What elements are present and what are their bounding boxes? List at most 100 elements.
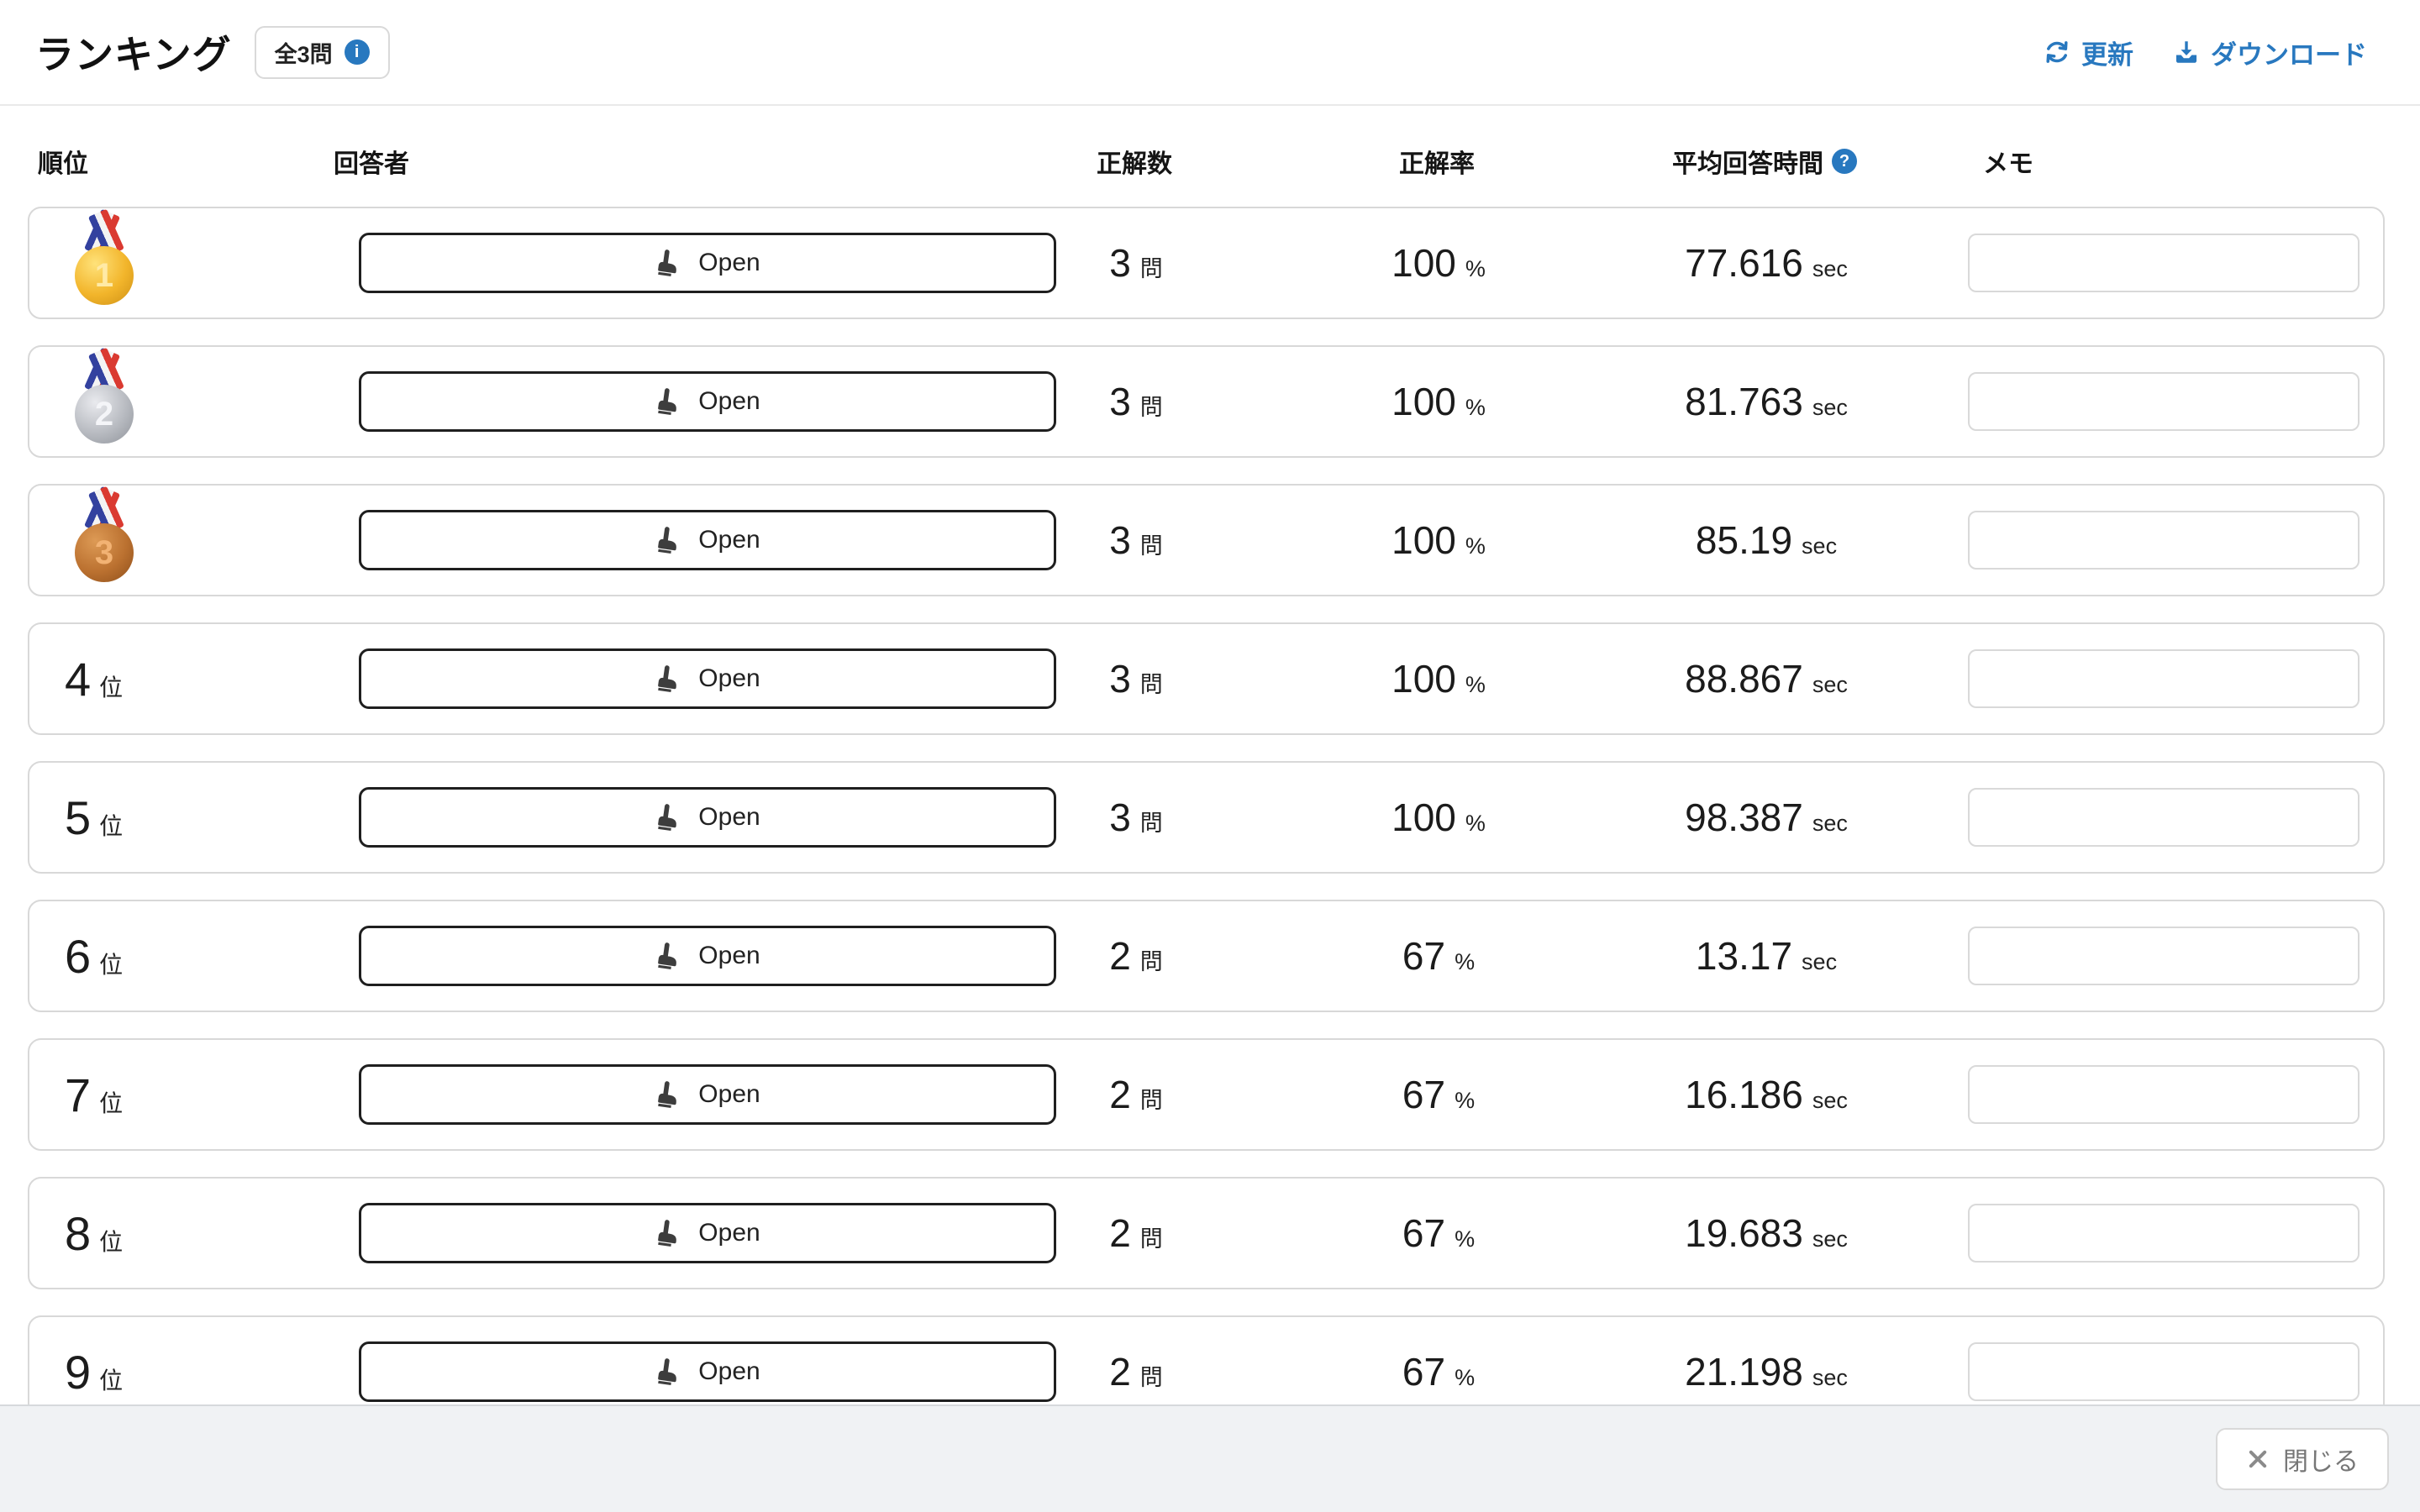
open-answer-button[interactable]: Open [359,1203,1056,1263]
close-label: 閉じる [2283,1448,2359,1476]
avg-time-cell: 13.17 sec [1696,933,1837,979]
avg-time-cell: 88.867 sec [1685,656,1848,701]
rank-suffix: 位 [99,813,124,839]
avg-time-cell: 81.763 sec [1685,379,1848,424]
memo-input[interactable] [1968,372,2360,431]
correct-count-cell: 3 問 [1109,656,1163,701]
memo-cell [1871,1040,2383,1149]
correct-count-value: 3 [1109,380,1131,423]
open-button-label: Open [698,1357,760,1385]
avg-time-value: 13.17 [1695,934,1793,978]
correct-rate-value: 100 [1392,241,1456,285]
open-button-label: Open [698,1219,760,1247]
open-answer-button[interactable]: Open [359,787,1056,848]
refresh-label: 更新 [2081,39,2133,70]
correct-rate-unit: % [1455,949,1476,974]
correct-count-value: 2 [1109,1211,1131,1255]
rank-cell: 1 [29,208,332,318]
correct-count-cell: 3 問 [1109,379,1163,424]
close-icon [2246,1447,2270,1471]
ranking-row: 3 Open 3 問 100 % 85.19 sec [28,484,2385,596]
close-button[interactable]: 閉じる [2216,1428,2389,1490]
avg-time-value: 19.683 [1685,1211,1803,1255]
open-answer-button[interactable]: Open [359,648,1056,709]
open-button-label: Open [698,1080,760,1108]
silver-medal-icon: 2 [73,347,135,445]
column-header-rank: 順位 [38,150,88,178]
respondent-cell: Open [332,208,1056,318]
avg-time-unit: sec [1802,533,1838,559]
correct-count-value: 3 [1109,241,1131,285]
memo-input[interactable] [1968,927,2360,985]
column-header-respondent: 回答者 [334,150,409,178]
rank-number: 7 [65,1068,92,1121]
column-header-avg-time: 平均回答時間 ? [1672,143,1857,180]
open-answer-button[interactable]: Open [359,371,1056,432]
respondent-cell: Open [332,901,1056,1011]
hand-pointer-icon [655,526,683,554]
page-title: ランキング [35,33,232,76]
column-header-correct-count: 正解数 [1097,150,1172,178]
avg-time-cell: 77.616 sec [1685,240,1848,286]
correct-count-cell: 2 問 [1109,933,1163,979]
avg-time-unit: sec [1812,1088,1848,1113]
correct-count-cell: 2 問 [1109,1210,1163,1256]
correct-rate-unit: % [1465,672,1486,697]
hand-pointer-icon [655,249,683,277]
open-answer-button[interactable]: Open [359,926,1056,986]
correct-count-cell: 3 問 [1109,517,1163,563]
correct-rate-cell: 100 % [1392,656,1486,701]
ranking-row: 1 Open 3 問 100 % 77.616 sec [28,207,2385,319]
correct-rate-cell: 67 % [1402,1210,1475,1256]
correct-rate-value: 67 [1402,1211,1446,1255]
memo-input[interactable] [1968,1342,2360,1401]
hand-pointer-icon [655,942,683,970]
memo-input[interactable] [1968,788,2360,847]
avg-time-value: 98.387 [1685,795,1803,839]
memo-input[interactable] [1968,234,2360,292]
download-button[interactable]: ダウンロード [2172,34,2367,71]
respondent-cell: Open [332,1040,1056,1149]
open-answer-button[interactable]: Open [359,1064,1056,1125]
download-label: ダウンロード [2211,39,2367,70]
correct-count-value: 2 [1109,934,1131,978]
correct-count-value: 3 [1109,518,1131,562]
ranking-row: 2 Open 3 問 100 % 81.763 sec [28,345,2385,458]
correct-count-unit: 問 [1139,1088,1163,1113]
rank-suffix: 位 [99,1090,124,1116]
memo-input[interactable] [1968,511,2360,570]
avg-time-unit: sec [1812,672,1848,697]
memo-input[interactable] [1968,1065,2360,1124]
memo-input[interactable] [1968,649,2360,708]
memo-input[interactable] [1968,1204,2360,1263]
total-questions-badge: 全3問 i [254,25,390,79]
modal-footer: 閉じる [0,1404,2420,1512]
open-answer-button[interactable]: Open [359,233,1056,293]
open-answer-button[interactable]: Open [359,1341,1056,1402]
respondent-cell: Open [332,1179,1056,1288]
refresh-button[interactable]: 更新 [2043,34,2133,71]
medal-number: 2 [75,385,134,444]
rank-suffix: 位 [99,675,124,701]
avg-time-unit: sec [1802,949,1838,974]
rank-number: 8 [65,1206,92,1260]
open-button-label: Open [698,664,760,692]
help-icon[interactable]: ? [1832,149,1857,174]
memo-cell [1871,901,2383,1011]
open-answer-button[interactable]: Open [359,510,1056,570]
hand-pointer-icon [655,1357,683,1386]
total-questions-label: 全3問 [274,41,333,67]
info-icon[interactable]: i [344,39,370,65]
correct-rate-cell: 67 % [1402,1349,1475,1394]
memo-cell [1871,347,2383,456]
correct-count-unit: 問 [1139,672,1163,697]
correct-count-cell: 3 問 [1109,240,1163,286]
hand-pointer-icon [655,1080,683,1109]
avg-time-value: 21.198 [1685,1350,1803,1394]
avg-time-unit: sec [1812,1226,1848,1252]
avg-time-value: 16.186 [1685,1073,1803,1116]
